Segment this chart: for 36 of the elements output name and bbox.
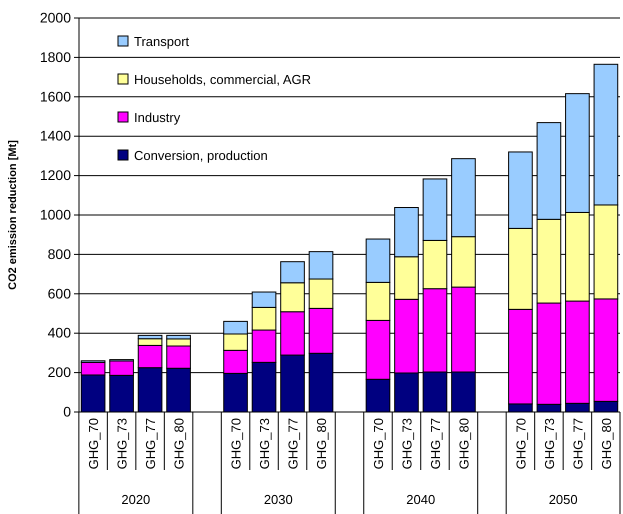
text: 2040 (406, 492, 436, 507)
x-tick-label: GHG_73 (542, 418, 557, 470)
x-tick-label: GHG_77 (143, 418, 158, 470)
x-tick-label: GHG_70 (86, 418, 102, 470)
legend-label: Industry (134, 110, 181, 125)
x-tick-label: GHG_70 (513, 418, 528, 470)
legend-label: Conversion, production (134, 148, 268, 163)
x-tick-label: GHG_73 (399, 418, 414, 470)
text: 2050 (548, 492, 578, 507)
y-axis-title: CO2 emission reduction [Mt] (7, 140, 19, 290)
x-tick-label: GHG_80 (456, 418, 472, 470)
x-tick-label: GHG_73 (257, 418, 272, 470)
legend-label: Households, commercial, AGR (134, 72, 312, 87)
x-tick-label: GHG_77 (286, 418, 301, 470)
x-tick-label: GHG_77 (428, 418, 443, 470)
x-tick-label: GHG_73 (114, 418, 130, 470)
x-tick-label: GHG_80 (172, 418, 187, 470)
x-tick-label: GHG_80 (598, 418, 614, 470)
y-tick-label: 2000 (40, 9, 72, 26)
x-tick-label: GHG_70 (370, 418, 386, 470)
y-tick-label: 0 (63, 403, 72, 420)
y-tick-label: 1400 (40, 128, 72, 144)
y-tick-label: 400 (48, 324, 72, 341)
x-tick-label: GHG_70 (228, 418, 244, 470)
y-tick-label: 1800 (40, 48, 72, 65)
x-tick-label: GHG_77 (570, 418, 586, 470)
text: 2030 (264, 492, 293, 507)
y-tick-label: 1000 (40, 206, 72, 222)
y-tick-label: 200 (48, 364, 72, 380)
text: 2020 (121, 492, 150, 507)
y-tick-label: 600 (48, 285, 72, 302)
y-tick-label: 1600 (40, 88, 72, 104)
legend-label: Transport (134, 34, 190, 49)
y-tick-label: 1200 (40, 167, 72, 184)
x-tick-label: GHG_80 (314, 418, 330, 470)
y-tick-label: 800 (48, 246, 72, 262)
